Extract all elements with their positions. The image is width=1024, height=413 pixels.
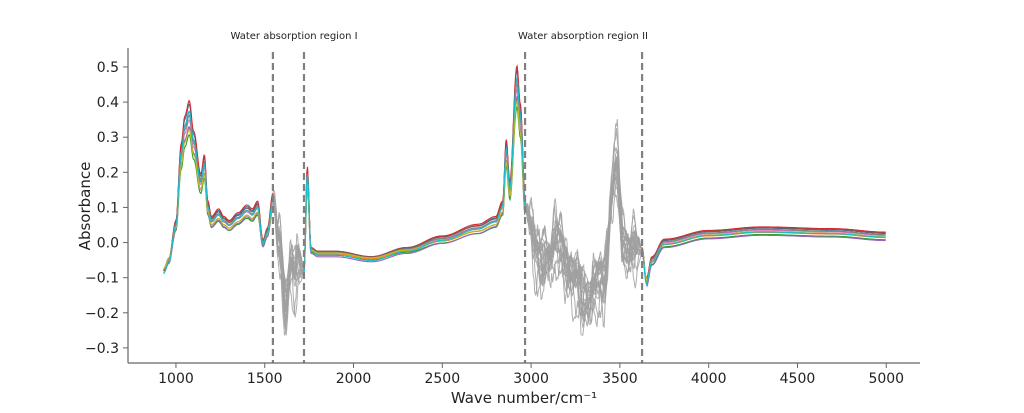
- water-region-boundaries: [271, 52, 644, 363]
- series-line-10: [303, 76, 526, 274]
- water-region-spectrum: [272, 204, 305, 283]
- series-lines: [163, 64, 886, 336]
- x-tick-label: 2500: [424, 371, 460, 387]
- series-line-1: [641, 227, 886, 283]
- y-tick-label: 0.1: [97, 200, 119, 216]
- series-line-4: [303, 64, 526, 271]
- series-line-8: [641, 228, 886, 282]
- x-axis-label: Wave number/cm⁻¹: [451, 389, 597, 407]
- water-region-spectrum: [272, 201, 305, 299]
- water-region-spectrum: [524, 175, 642, 286]
- series-line-2: [303, 97, 526, 271]
- x-tick-label: 2000: [336, 371, 372, 387]
- x-tick-label: 5000: [868, 371, 904, 387]
- annotation-region-2: Water absorption region II: [518, 31, 648, 42]
- y-ticks: −0.3 −0.2 −0.1 0.0 0.1 0.2 0.3 0.4 0.5: [85, 60, 128, 357]
- series-line-9: [163, 128, 274, 270]
- y-tick-label: 0.3: [97, 130, 119, 146]
- water-region-spectrum: [524, 177, 642, 327]
- x-tick-label: 4000: [691, 371, 727, 387]
- series-line-4: [641, 226, 886, 283]
- series-line-5: [641, 234, 886, 288]
- x-tick-label: 4500: [780, 371, 816, 387]
- x-tick-label: 3500: [602, 371, 638, 387]
- x-tick-label: 1500: [247, 371, 283, 387]
- series-line-7: [163, 119, 274, 271]
- y-tick-label: −0.2: [85, 306, 119, 322]
- y-tick-label: 0.4: [97, 95, 119, 111]
- water-region-spectrum: [524, 162, 642, 309]
- series-line-6: [303, 77, 526, 270]
- series-line-7: [303, 87, 526, 270]
- series-line-9: [303, 100, 526, 269]
- series-line-10: [641, 231, 886, 287]
- water-region-spectrum: [272, 195, 305, 336]
- series-line-3: [163, 133, 274, 272]
- y-tick-label: −0.1: [85, 271, 119, 287]
- series-line-1: [303, 68, 526, 272]
- y-tick-label: 0.5: [97, 60, 119, 76]
- water-region-spectrum: [272, 194, 305, 315]
- series-line-6: [641, 227, 886, 282]
- y-tick-label: 0.0: [97, 236, 119, 252]
- series-line-8: [303, 82, 526, 270]
- y-tick-label: 0.2: [97, 165, 119, 181]
- x-tick-label: 1000: [158, 371, 194, 387]
- series-line-6: [163, 110, 274, 270]
- series-line-3: [641, 233, 886, 286]
- series-line-10: [163, 110, 274, 274]
- series-line-5: [303, 95, 526, 274]
- y-tick-label: −0.3: [85, 341, 119, 357]
- annotation-region-1: Water absorption region I: [230, 31, 357, 42]
- x-tick-label: 3000: [513, 371, 549, 387]
- series-line-4: [163, 99, 274, 272]
- y-axis-label: Absorbance: [76, 162, 94, 251]
- water-region-spectrum: [524, 175, 642, 307]
- water-region-spectrum: [524, 146, 642, 336]
- series-line-8: [163, 114, 274, 271]
- x-ticks: 1000 1500 2000 2500 3000 3500 4000 4500 5000: [158, 363, 904, 387]
- series-line-1: [163, 103, 274, 272]
- series-line-7: [641, 229, 886, 282]
